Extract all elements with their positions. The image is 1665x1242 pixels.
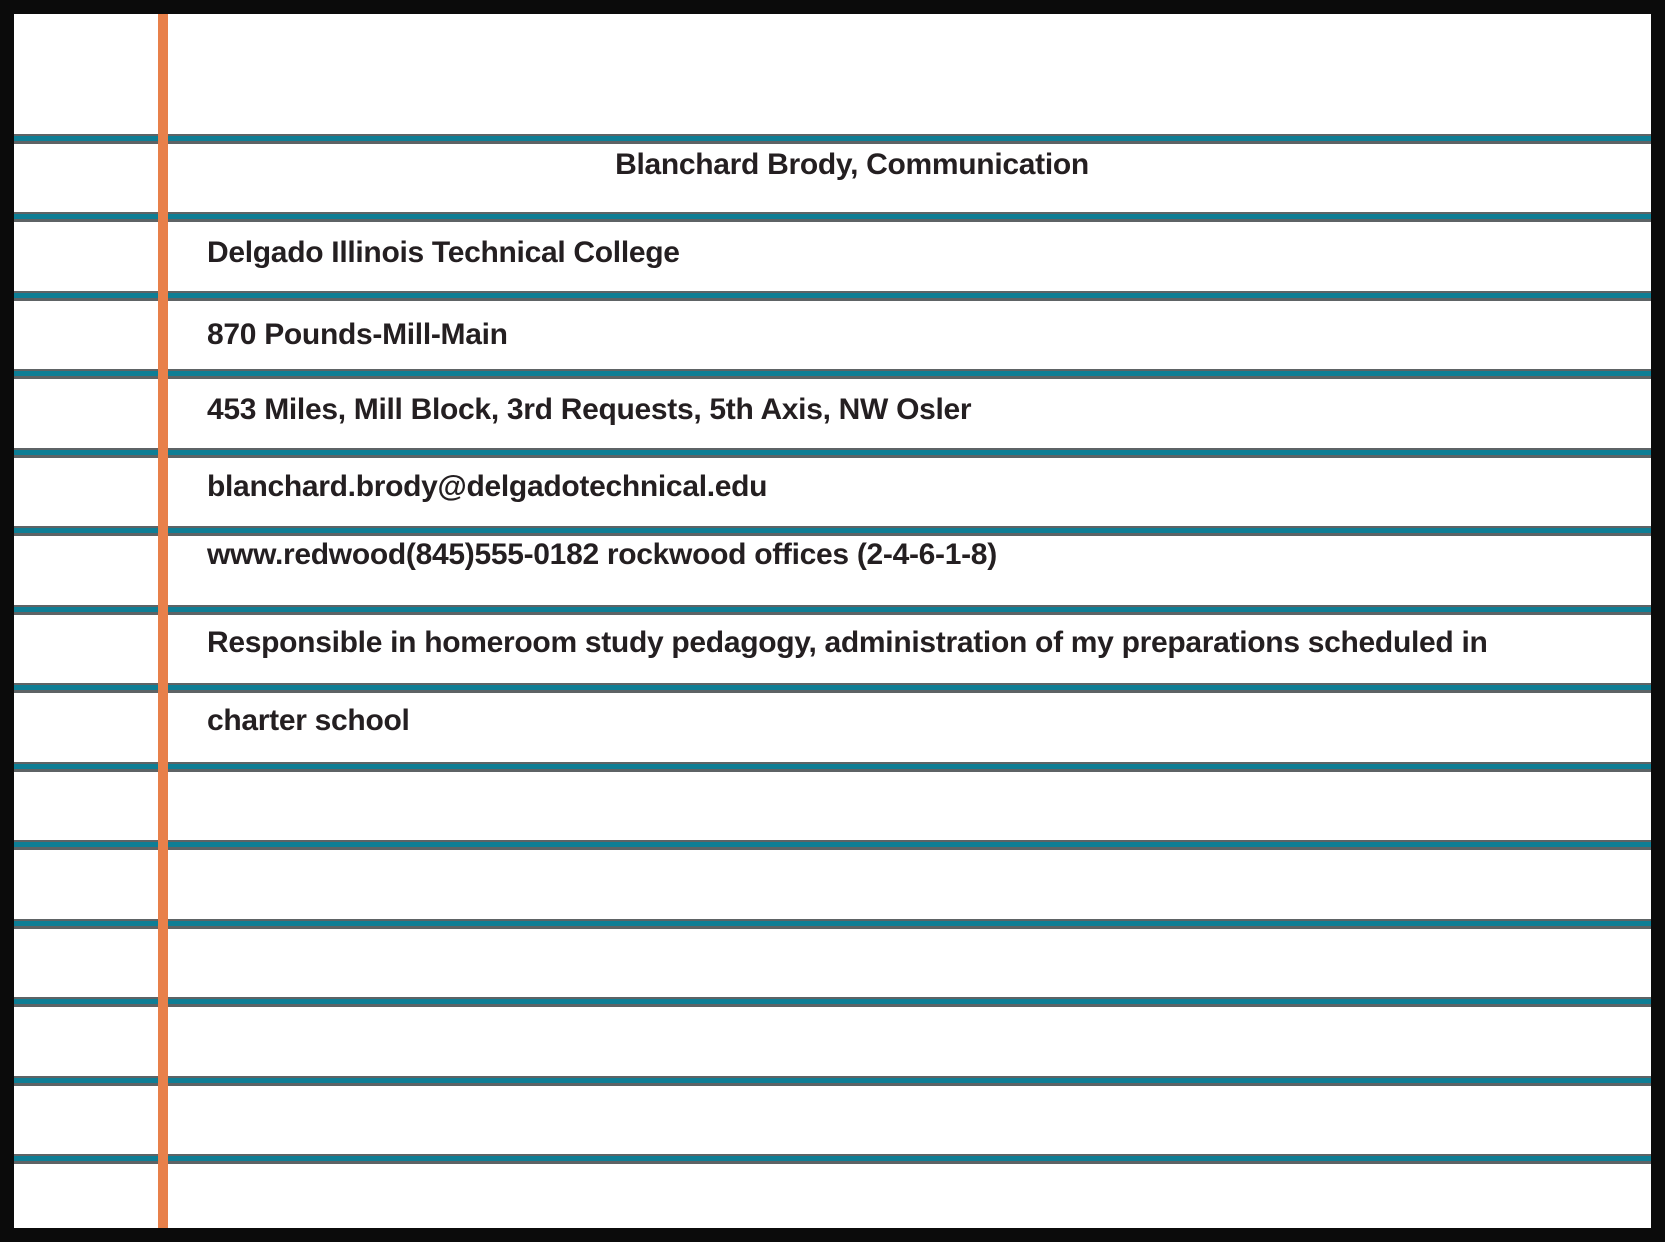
- margin-line: [158, 14, 168, 1228]
- note-line-school: charter school: [207, 704, 410, 737]
- ruled-line: [14, 997, 1651, 1007]
- ruled-line: [14, 762, 1651, 772]
- note-line-address: 453 Miles, Mill Block, 3rd Requests, 5th…: [207, 393, 972, 426]
- ruled-line: [14, 1076, 1651, 1086]
- note-line-responsibility: Responsible in homeroom study pedagogy, …: [207, 626, 1488, 659]
- note-line-college: Delgado Illinois Technical College: [207, 236, 680, 269]
- ruled-line: [14, 605, 1651, 615]
- ruled-line: [14, 134, 1651, 144]
- ruled-line: [14, 526, 1651, 536]
- ruled-line: [14, 840, 1651, 850]
- ruled-line: [14, 448, 1651, 458]
- ruled-line: [14, 291, 1651, 301]
- ruled-line: [14, 212, 1651, 222]
- note-line-street: 870 Pounds-Mill-Main: [207, 318, 508, 351]
- ruled-line: [14, 919, 1651, 929]
- note-line-email: blanchard.brody@delgadotechnical.edu: [207, 470, 768, 503]
- ruled-line: [14, 369, 1651, 379]
- page-title: Blanchard Brody, Communication: [615, 148, 1089, 181]
- ruled-line: [14, 683, 1651, 693]
- ruled-line: [14, 1154, 1651, 1164]
- note-line-phone-site: www.redwood(845)555-0182 rockwood office…: [207, 538, 997, 571]
